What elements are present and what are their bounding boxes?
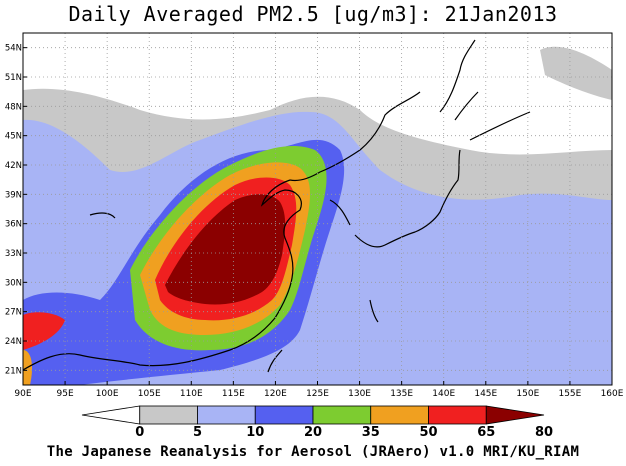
lat-tick-label: 39N [5, 190, 22, 200]
colorbar-segment [81, 405, 141, 425]
colorbar-level-label: 5 [193, 425, 202, 440]
gridlines [23, 33, 612, 385]
colorbar-segment [428, 405, 487, 425]
colorbar-level-label: 50 [419, 425, 437, 440]
lon-tick-label: 125E [306, 389, 329, 399]
lat-tick-label: 27N [5, 308, 22, 318]
longitude-axis: 90E 95E 100E 105E 110E 115E 120E 125E 130E 135E 14… [14, 381, 624, 399]
lat-tick-label: 54N [5, 44, 22, 54]
lon-tick-label: 115E [222, 389, 245, 399]
colorbar-level-label: 0 [135, 425, 144, 440]
lat-tick-label: 30N [5, 278, 22, 288]
lat-tick-label: 24N [5, 337, 22, 347]
lon-tick-label: 135E [390, 389, 413, 399]
contour-sw-blob [23, 312, 65, 350]
lon-tick-label: 130E [348, 389, 371, 399]
lat-tick-label: 21N [5, 366, 22, 376]
coastlines [23, 39, 531, 373]
lon-tick-label: 90E [14, 389, 31, 399]
colorbar-segment [312, 405, 372, 425]
lat-tick-label: 51N [5, 73, 22, 83]
colorbar-segment [254, 405, 314, 425]
colorbar-segment [139, 405, 198, 425]
lon-tick-label: 100E [96, 389, 119, 399]
lat-tick-label: 42N [5, 161, 22, 171]
lon-tick-label: 95E [57, 389, 74, 399]
lon-tick-label: 105E [138, 389, 161, 399]
map-title: Daily Averaged PM2.5 [ug/m3]: 21Jan2013 [68, 2, 558, 26]
colorbar-level-label: 20 [304, 425, 322, 440]
lat-tick-label: 48N [5, 102, 22, 112]
contour-80-plus [165, 194, 286, 305]
colorbar-level-label: 65 [477, 425, 495, 440]
lon-tick-label: 120E [264, 389, 287, 399]
lat-tick-label: 33N [5, 249, 22, 259]
colorbar-level-label: 80 [535, 425, 553, 440]
lat-tick-label: 36N [5, 220, 22, 230]
colorbar-segment [370, 405, 429, 425]
colorbar: 0 5 10 20 35 50 65 80 [81, 405, 553, 440]
lon-tick-label: 140E [432, 389, 455, 399]
lon-tick-label: 110E [180, 389, 203, 399]
colorbar-segment [197, 405, 256, 425]
colorbar-level-label: 35 [362, 425, 380, 440]
credit-line: The Japanese Reanalysis for Aerosol (JRA… [46, 444, 580, 460]
lon-tick-label: 160E [601, 389, 624, 399]
lat-tick-label: 45N [5, 132, 22, 142]
lon-tick-label: 155E [558, 389, 581, 399]
contour-5-10-north [540, 46, 612, 100]
lon-tick-label: 150E [516, 389, 539, 399]
latitude-axis: 54N 51N 48N 45N 42N 39N 36N 33N 30N 27N 24N 21N [5, 44, 27, 376]
lon-tick-label: 145E [474, 389, 497, 399]
colorbar-segment [485, 405, 545, 425]
colorbar-level-label: 10 [246, 425, 264, 440]
